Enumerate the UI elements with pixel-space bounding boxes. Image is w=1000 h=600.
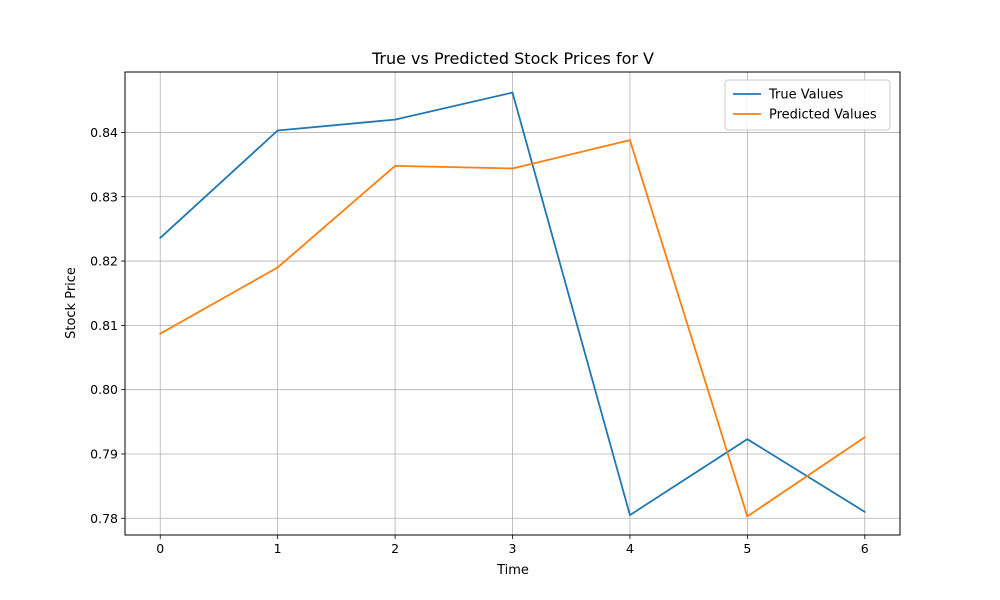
x-axis-label: Time — [496, 563, 529, 578]
y-tick-label: 0.84 — [90, 125, 118, 140]
x-tick-label: 5 — [743, 541, 751, 556]
series-line-1 — [159, 139, 866, 518]
x-tick-label: 4 — [626, 541, 634, 556]
y-tick-label: 0.83 — [90, 189, 118, 204]
legend: True Values Predicted Values — [724, 79, 891, 131]
y-tick-label: 0.80 — [90, 382, 118, 397]
y-tick-label: 0.81 — [90, 318, 118, 333]
y-tick-label: 0.78 — [90, 511, 118, 526]
x-tick-label: 6 — [861, 541, 869, 556]
series-lines — [159, 91, 866, 518]
grid — [125, 72, 900, 535]
x-tick-label: 3 — [509, 541, 517, 556]
x-tick-label: 2 — [391, 541, 399, 556]
y-axis-label: Stock Price — [64, 267, 79, 339]
x-tick-label: 0 — [156, 541, 164, 556]
x-tick-label: 1 — [274, 541, 282, 556]
legend-label: Predicted Values — [769, 108, 877, 123]
axis-ticks: 0 1 2 3 4 5 6 0.78 0.79 0.80 0.81 0.82 0.83 0.84 — [90, 125, 869, 556]
y-tick-label: 0.82 — [90, 254, 118, 269]
series-line-0 — [159, 91, 866, 516]
legend-box — [724, 79, 891, 131]
chart-title: True vs Predicted Stock Prices for V — [371, 49, 654, 68]
legend-label: True Values — [768, 88, 843, 103]
y-tick-label: 0.79 — [90, 446, 118, 461]
